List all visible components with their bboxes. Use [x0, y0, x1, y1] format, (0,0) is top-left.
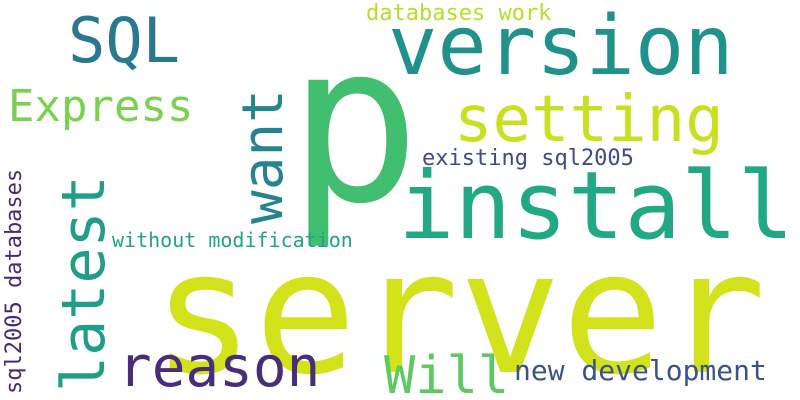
word-p: p	[288, 0, 421, 252]
word-latest: latest	[49, 175, 119, 392]
word-install: install	[398, 152, 795, 261]
word-sql: SQL	[68, 4, 180, 77]
word-express: Express	[8, 81, 194, 132]
word-want: want	[231, 89, 296, 224]
word-new-development: new development	[514, 354, 767, 387]
word-will: Will	[384, 346, 510, 400]
word-setting: setting	[454, 83, 724, 157]
word-server: server	[152, 215, 767, 400]
word-without-modification: without modification	[112, 228, 353, 252]
word-reason: reason	[118, 335, 321, 400]
word-existing-sql2005: existing sql2005	[422, 146, 634, 171]
word-version: version	[388, 0, 734, 94]
word-databases-work: databases work	[366, 1, 552, 26]
word-sql2005-databases: sql2005 databases	[2, 168, 27, 394]
